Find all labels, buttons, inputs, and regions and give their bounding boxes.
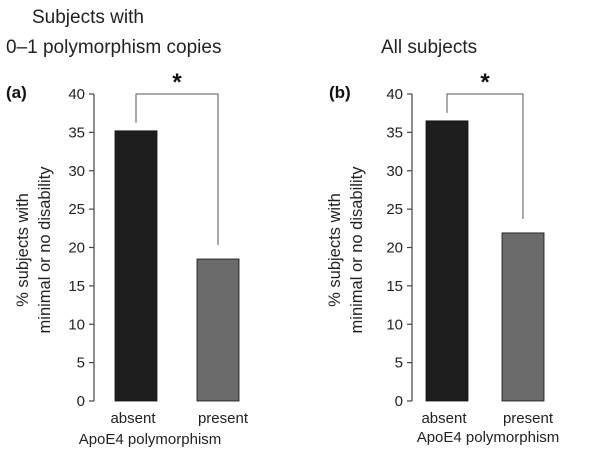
panel-b-y-tick-label: 5 [395,355,403,372]
panel-b-y-axis-label-line1: % subjects with [326,193,344,307]
panel-b-bar-present [501,232,545,402]
panel-a-y-tick-label: 40 [68,86,85,103]
panel-a-x-tick-label: present [198,410,249,427]
panel-a-y-tick-label: 15 [68,278,85,295]
panel-b-y-tick-label: 10 [386,316,403,333]
panel-a-title-line1: Subjects with [32,7,144,28]
panel-b-label: (b) [329,83,351,102]
panel-a-title-line2: 0–1 polymorphism copies [6,37,222,58]
panel-b-y-tick-label: 30 [386,163,403,180]
panel-b-y-tick-label: 35 [386,124,403,141]
panel-b-title: All subjects [381,37,478,58]
panel-b-y-axis-label-line2: minimal or no disability [348,166,366,334]
panel-b-y-tick-label: 20 [386,240,403,257]
panel-b-x-axis-label: ApoE4 polymorphism [417,429,560,446]
panel-a-y-tick-label: 30 [68,163,85,180]
panel-b-significance-bracket [446,93,524,219]
panel-a-label: (a) [6,83,27,102]
panel-a-y-tick-label: 5 [77,355,85,372]
panel-a-y-tick-label: 0 [77,393,85,410]
panel-b-significance-star: * [480,69,490,96]
panel-a-significance-bracket [135,93,219,246]
panel-b-x-tick-label: present [503,410,554,427]
panel-a-y-tick-label: 35 [68,124,85,141]
panel-a-y-axis-label-line1: % subjects with [14,193,32,307]
panel-b-y-tick-label: 0 [395,393,403,410]
panel-b-x-tick-label: absent [421,410,467,427]
panel-b-y-tick-label: 15 [386,278,403,295]
panel-a-y-tick-label: 25 [68,201,85,218]
panel-b-bar-absent [425,120,469,402]
panel-a-x-tick-label: absent [110,410,156,427]
panel-a-y-axis-label-line2: minimal or no disability [36,166,54,334]
panel-a-y-tick-label: 10 [68,316,85,333]
panel-b-y-tick-label: 40 [386,86,403,103]
panel-a-bar-present [196,258,240,402]
panel-a-x-axis-label: ApoE4 polymorphism [79,431,222,448]
panel-b-y-tick-label: 25 [386,201,403,218]
panel-a-significance-star: * [172,69,182,96]
panel-a-y-tick-label: 20 [68,240,85,257]
panel-a-bar-absent [114,130,158,402]
